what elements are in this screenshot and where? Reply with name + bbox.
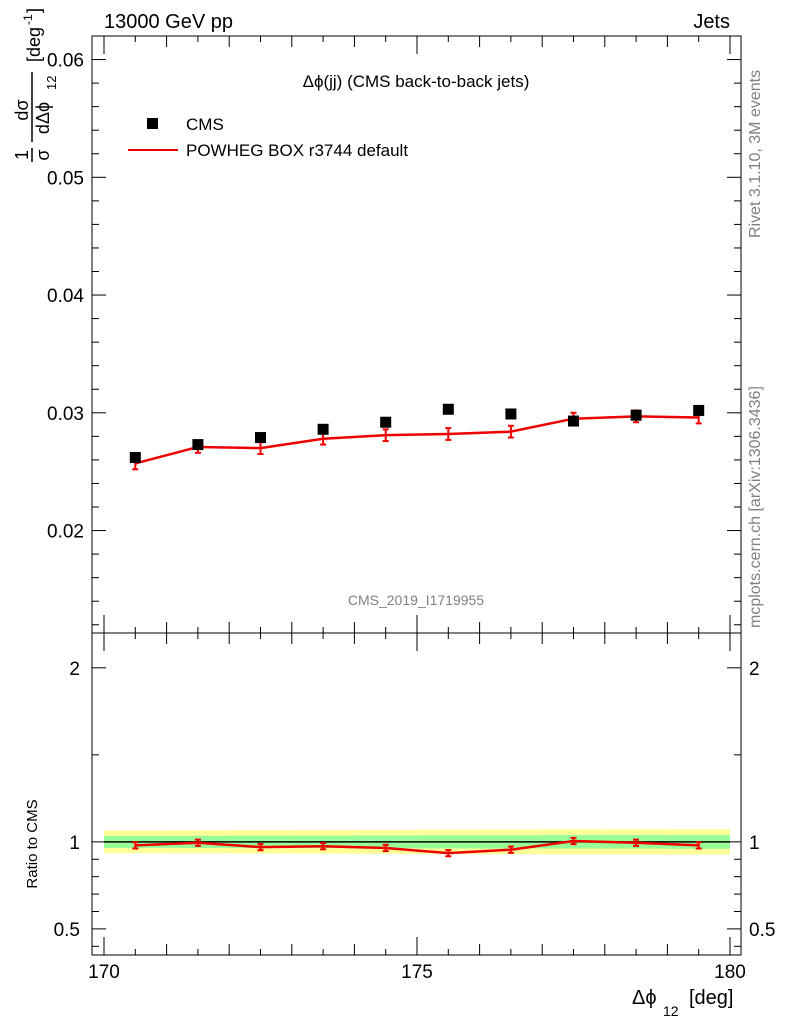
ratio-y-tick-label-right: 1 bbox=[749, 833, 760, 854]
ratio-mc-line bbox=[135, 839, 699, 855]
main-y-tick-label: 0.03 bbox=[47, 404, 84, 425]
xlabel-main: Δϕ bbox=[632, 987, 657, 1009]
ratio-y-tick-label: 0.5 bbox=[54, 920, 80, 941]
data-point bbox=[255, 432, 266, 444]
header-left-label: 13000 GeV pp bbox=[104, 11, 233, 33]
data-point bbox=[568, 415, 579, 427]
data-point bbox=[317, 423, 329, 435]
ylabel-dphi: dΔϕ bbox=[33, 102, 53, 134]
header-right-label: Jets bbox=[693, 11, 730, 33]
ratio-y-tick-label-right: 0.5 bbox=[749, 920, 775, 941]
legend: CMS POWHEG BOX r3744 default bbox=[128, 115, 408, 160]
ratio-plot-panel: 0.5 0.5 1 1 2 2 170 175 180 Ratio to CMS bbox=[24, 632, 775, 983]
ratio-plot-frame bbox=[91, 632, 742, 956]
mcplots-site-label: mcplots.cern.ch [arXiv:1306.3436] bbox=[747, 386, 764, 628]
plot-title: Δϕ(jj) (CMS back-to-back jets) bbox=[303, 72, 530, 91]
analysis-watermark: CMS_2019_I1719955 bbox=[348, 592, 484, 608]
main-y-tick-label: 0.06 bbox=[47, 51, 84, 72]
legend-data-label: CMS bbox=[186, 115, 224, 134]
x-axis-label: Δϕ 12 [deg] bbox=[632, 987, 733, 1019]
ylabel-one: 1 bbox=[12, 150, 32, 160]
data-point bbox=[442, 403, 454, 415]
main-y-tick-label: 0.04 bbox=[47, 286, 84, 307]
ylabel-unit-close: ] bbox=[24, 8, 44, 13]
ylabel-dsigma: dσ bbox=[12, 99, 32, 120]
x-tick-label: 170 bbox=[88, 962, 120, 983]
data-point bbox=[380, 416, 392, 428]
ratio-y-tick-label: 2 bbox=[69, 659, 80, 680]
ylabel-unit-sup: -1 bbox=[21, 14, 35, 25]
data-point bbox=[693, 404, 705, 416]
rivet-version-label: Rivet 3.1.10, 3M events bbox=[747, 70, 764, 238]
main-plot-panel: 0.02 0.03 0.04 0.05 0.06 Δϕ(jj) (CMS back-to… bbox=[12, 8, 742, 634]
xlabel-unit: [deg] bbox=[689, 987, 733, 1009]
ratio-y-tick-label: 1 bbox=[69, 833, 80, 854]
main-y-axis-label: 1 σ dσ dΔϕ 12 [deg -1 ] bbox=[12, 8, 59, 162]
x-tick-label: 175 bbox=[401, 962, 433, 983]
ratio-y-tick-label-right: 2 bbox=[749, 659, 760, 680]
data-point bbox=[630, 409, 642, 421]
xlabel-sub: 12 bbox=[663, 1003, 679, 1019]
ylabel-sigma: σ bbox=[33, 149, 53, 160]
ylabel-dphi-sub: 12 bbox=[44, 76, 59, 90]
data-point bbox=[505, 408, 517, 420]
main-y-tick-label: 0.02 bbox=[47, 522, 84, 543]
data-point bbox=[192, 439, 204, 451]
ratio-y-axis-label: Ratio to CMS bbox=[24, 799, 41, 888]
legend-data-marker bbox=[147, 118, 158, 129]
legend-mc-label: POWHEG BOX r3744 default bbox=[186, 141, 408, 160]
mc-line bbox=[134, 415, 699, 465]
main-y-tick-label: 0.05 bbox=[47, 168, 84, 189]
x-tick-label: 180 bbox=[714, 962, 746, 983]
ylabel-unit: [deg bbox=[24, 27, 44, 62]
data-point bbox=[129, 452, 141, 464]
